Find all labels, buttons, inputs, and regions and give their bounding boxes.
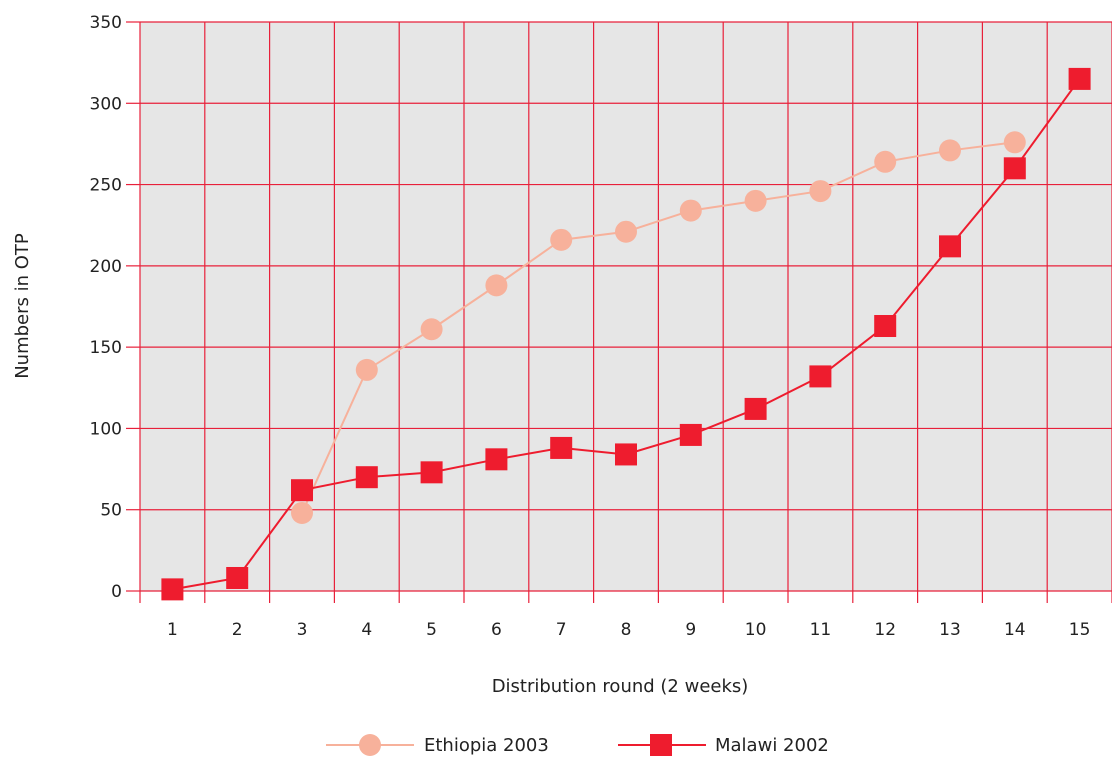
x-tick-label: 5 (426, 620, 437, 640)
series-ethiopia-2003 (291, 131, 1026, 524)
x-tick-label: 9 (685, 620, 696, 640)
x-tick-label: 6 (491, 620, 502, 640)
legend-label-malawi: Malawi 2002 (715, 735, 829, 756)
data-point (679, 199, 702, 222)
plot-background (140, 22, 1112, 591)
x-tick-label: 13 (939, 620, 961, 640)
x-tick-label: 14 (1004, 620, 1026, 640)
data-point (1003, 157, 1026, 180)
y-tick-label: 100 (90, 419, 122, 439)
legend-marker-malawi (650, 734, 672, 756)
y-tick-label: 200 (90, 257, 122, 277)
data-point (874, 315, 897, 338)
data-point (550, 228, 573, 251)
y-axis: 0 50 100 150 200 250 300 350 (90, 13, 140, 602)
data-point (1068, 67, 1091, 90)
data-point (420, 318, 443, 341)
data-point (420, 461, 443, 484)
y-tick-label: 50 (100, 501, 122, 521)
data-point (161, 578, 184, 601)
grid (139, 21, 1112, 592)
x-axis-title: Distribution round (2 weeks) (492, 676, 749, 697)
legend-item-ethiopia: Ethiopia 2003 (326, 734, 549, 756)
x-tick-label: 12 (874, 620, 896, 640)
data-point (485, 448, 508, 471)
y-tick-label: 250 (90, 176, 122, 196)
x-tick-label: 8 (621, 620, 632, 640)
data-point (550, 436, 573, 459)
y-tick-label: 150 (90, 338, 122, 358)
x-tick-label: 4 (361, 620, 372, 640)
x-tick-label: 3 (297, 620, 308, 640)
data-point (679, 423, 702, 446)
data-point (615, 443, 637, 466)
data-point (355, 358, 378, 381)
x-tick-label: 1 (167, 620, 178, 640)
x-axis: 1 2 3 4 5 6 7 8 9 10 11 12 13 14 15 (139, 591, 1112, 640)
data-point (355, 466, 378, 489)
legend-label-ethiopia: Ethiopia 2003 (424, 735, 549, 756)
y-axis-title: Numbers in OTP (12, 233, 33, 379)
data-point (485, 274, 508, 297)
data-point (874, 150, 897, 173)
data-point (744, 397, 767, 420)
x-tick-label: 2 (232, 620, 243, 640)
data-point (939, 139, 961, 162)
data-point (1003, 131, 1026, 154)
x-tick-label: 7 (556, 620, 567, 640)
data-point (939, 235, 961, 258)
data-point (744, 189, 767, 212)
x-tick-label: 11 (810, 620, 832, 640)
y-tick-label: 300 (90, 94, 122, 114)
data-point (809, 180, 832, 203)
y-tick-label: 350 (90, 13, 122, 33)
data-point (291, 501, 313, 524)
data-point (615, 220, 637, 243)
legend: Ethiopia 2003 Malawi 2002 (326, 734, 829, 756)
x-tick-label: 10 (745, 620, 767, 640)
data-point (809, 365, 832, 388)
data-point (291, 479, 313, 502)
legend-item-malawi: Malawi 2002 (618, 734, 829, 756)
legend-marker-ethiopia (359, 734, 381, 756)
data-point (226, 566, 249, 589)
series-malawi-2002 (161, 67, 1091, 601)
y-tick-label: 0 (111, 582, 122, 602)
series-layer (161, 67, 1091, 601)
x-tick-label: 15 (1069, 620, 1091, 640)
